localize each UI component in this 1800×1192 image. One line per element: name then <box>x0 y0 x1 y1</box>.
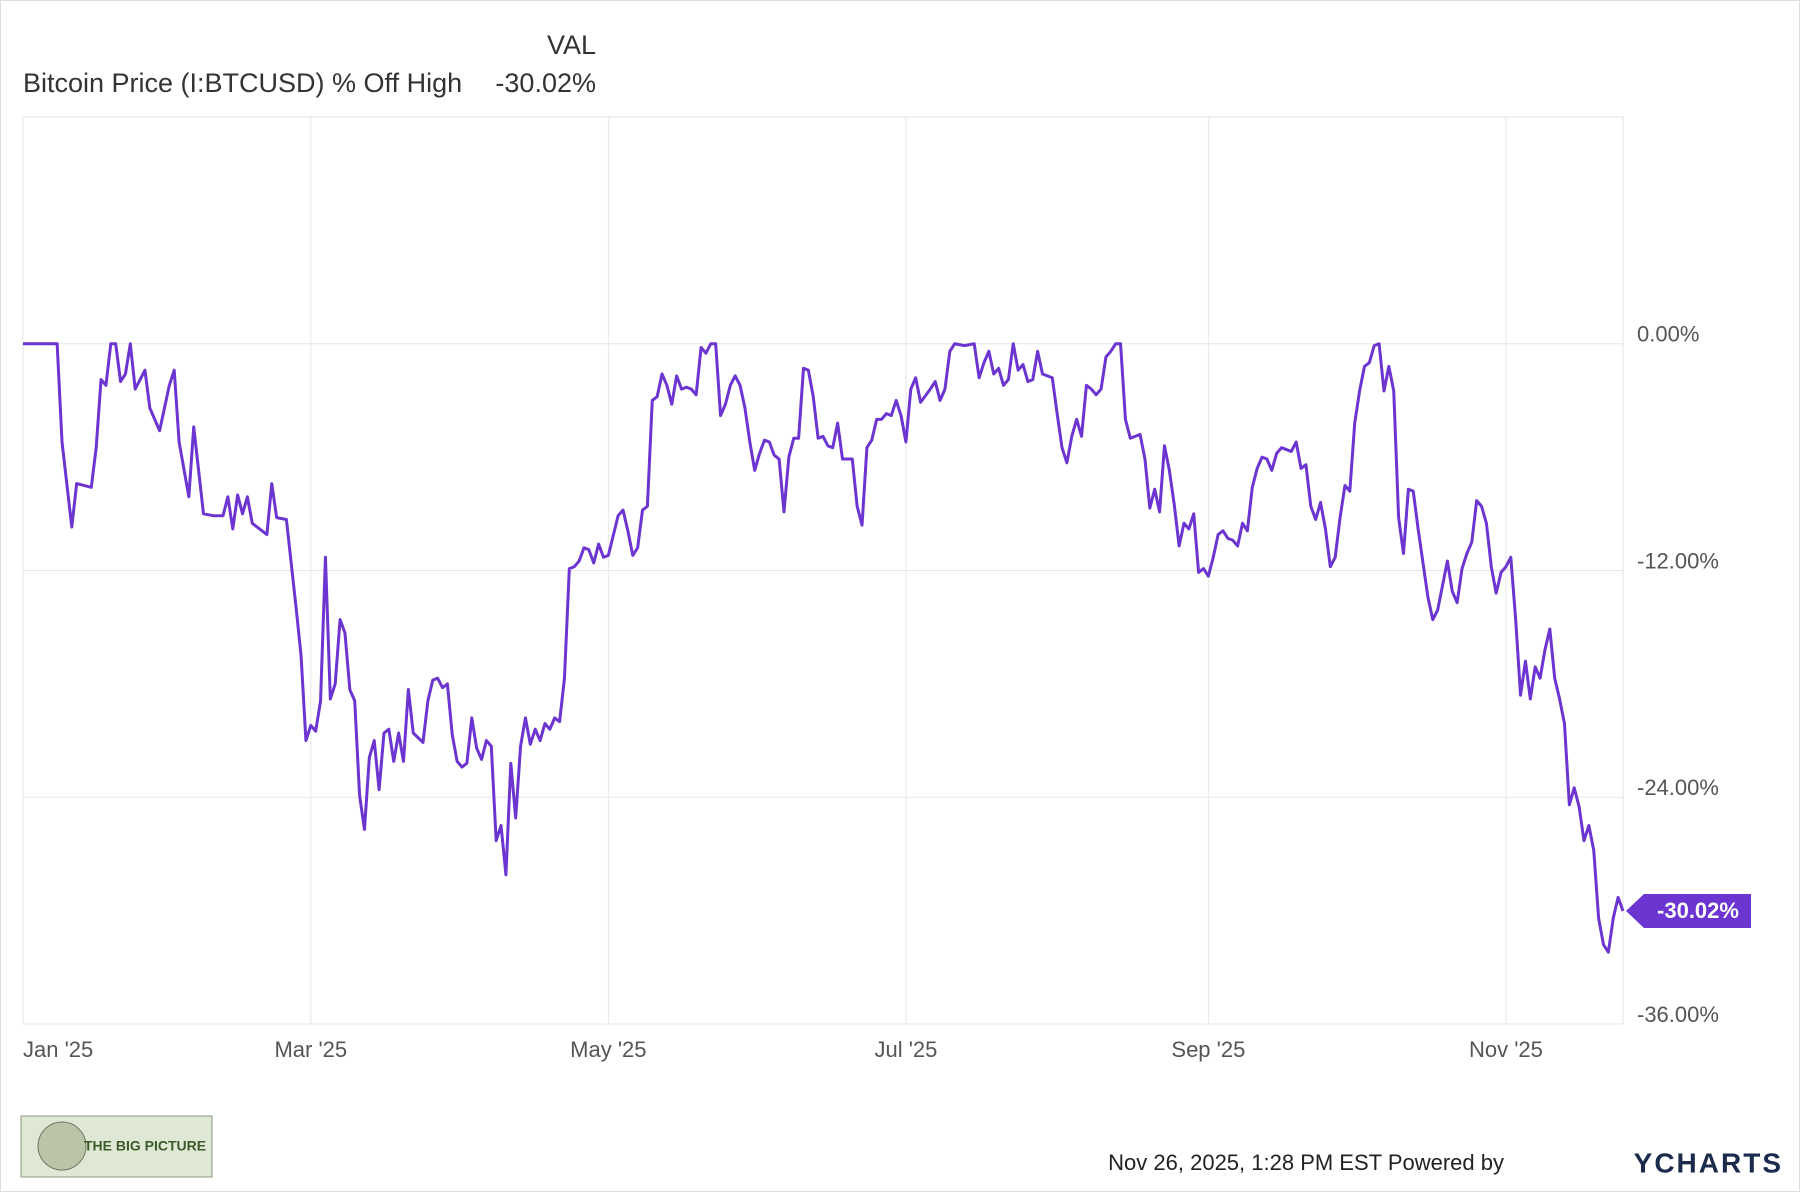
footer: Nov 26, 2025, 1:28 PM EST Powered by <box>1108 1150 1504 1175</box>
x-tick-label: Jul '25 <box>874 1037 937 1062</box>
logo: THE BIG PICTURE <box>20 1115 213 1178</box>
y-tick-label: 0.00% <box>1637 322 1699 347</box>
x-tick-label: Jan '25 <box>23 1037 93 1062</box>
x-tick-label: Mar '25 <box>274 1037 347 1062</box>
current-value-flag <box>1626 894 1751 929</box>
x-tick-label: Sep '25 <box>1171 1037 1245 1062</box>
x-tick-label: May '25 <box>570 1037 646 1062</box>
header-value: -30.02% <box>495 68 596 98</box>
series-name: Bitcoin Price (I:BTCUSD) % Off High <box>23 68 462 98</box>
column-header: VAL <box>547 30 596 60</box>
y-tick-label: -36.00% <box>1637 1002 1719 1027</box>
y-tick-label: -24.00% <box>1637 775 1719 800</box>
x-tick-label: Nov '25 <box>1469 1037 1543 1062</box>
grid <box>22 117 1623 1025</box>
logo-seal <box>37 1121 87 1171</box>
y-tick-label: -12.00% <box>1637 548 1719 573</box>
current-value-label: -30.02% <box>1657 898 1739 923</box>
logo-text: THE BIG PICTURE <box>84 1138 206 1154</box>
series-line <box>23 342 1625 954</box>
brand: YCHARTS <box>1634 1147 1783 1178</box>
